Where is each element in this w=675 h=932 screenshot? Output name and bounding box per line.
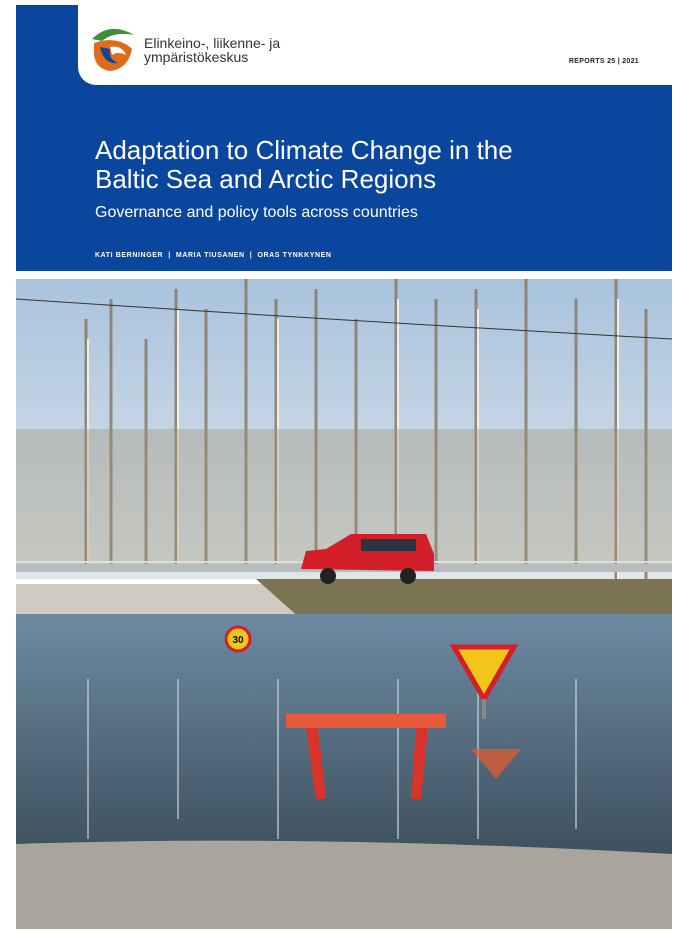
sign-label: 30 — [232, 635, 244, 646]
report-series: REPORTS 25 | 2021 — [569, 58, 639, 65]
organization-line: Elinkeino-, liikenne- ja — [144, 36, 280, 50]
title-line: Baltic Sea and Arctic Regions — [95, 166, 436, 192]
cover-page: Elinkeino-, liikenne- ja ympäristökeskus… — [0, 0, 675, 932]
subtitle: Governance and policy tools across count… — [95, 204, 418, 222]
authors: KATI BERNINGER | MARIA TIUSANEN | ORAS T… — [95, 252, 332, 259]
title-line: Adaptation to Climate Change in the — [95, 137, 513, 163]
logo — [88, 25, 138, 75]
cover-photo: 30 — [16, 279, 672, 929]
organization-line: ympäristökeskus — [144, 50, 248, 64]
